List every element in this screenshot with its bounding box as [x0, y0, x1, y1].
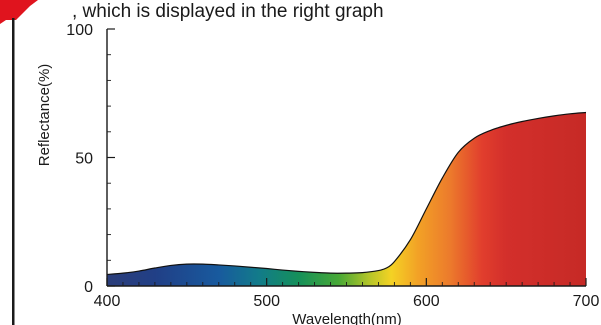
frame-line — [12, 18, 15, 325]
axis-ticks — [106, 28, 587, 287]
x-tick-label: 700 — [573, 293, 600, 310]
x-tick-label: 500 — [253, 293, 280, 310]
axis-tick-labels: 400 500 600 700 0 50 100 — [66, 22, 599, 310]
y-axis-label: Reflectance(%) — [36, 64, 53, 167]
reflectance-curve — [106, 111, 587, 276]
caption-fragment: , which is displayed in the right graph — [72, 1, 384, 22]
red-arrow-icon — [0, 0, 38, 24]
x-tick-label: 600 — [413, 293, 440, 310]
y-tick-label: 0 — [84, 279, 93, 296]
spectrum-area — [107, 112, 586, 287]
y-tick-label: 50 — [75, 151, 93, 168]
y-tick-label: 100 — [66, 22, 93, 39]
x-tick-label: 400 — [94, 293, 121, 310]
x-axis-label: Wavelength(nm) — [292, 311, 401, 325]
